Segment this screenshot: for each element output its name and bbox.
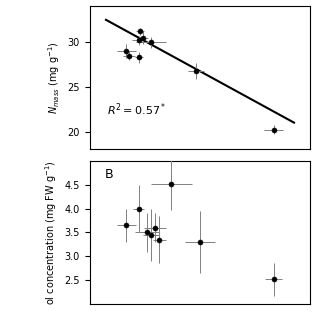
Y-axis label: ol concentration (mg FW g$^{-1}$): ol concentration (mg FW g$^{-1}$)	[43, 160, 59, 305]
Text: B: B	[105, 168, 114, 181]
Y-axis label: $N_{mass}$ (mg g$^{-1}$): $N_{mass}$ (mg g$^{-1}$)	[46, 42, 62, 114]
Text: $R^2 = 0.57^*$: $R^2 = 0.57^*$	[107, 101, 167, 118]
